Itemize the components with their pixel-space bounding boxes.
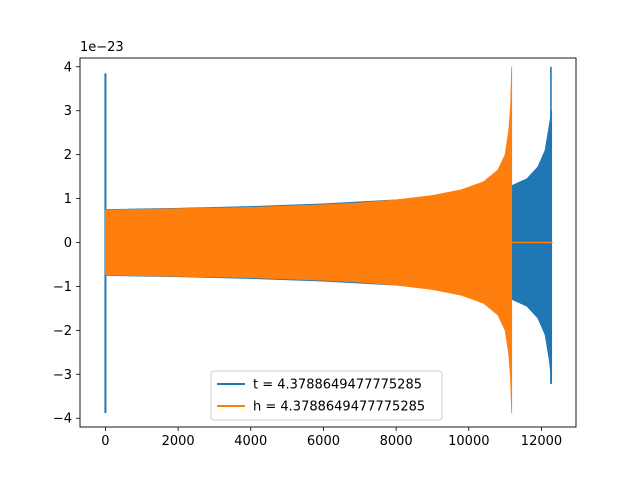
y-offset-label: 1e−23 <box>80 40 124 55</box>
x-tick-label: 12000 <box>521 434 562 449</box>
legend-box <box>210 370 443 421</box>
y-tick-label: −2 <box>53 324 72 339</box>
y-tick-label: −1 <box>53 280 72 295</box>
y-tick-label: 0 <box>64 236 72 251</box>
x-tick-label: 4000 <box>234 434 267 449</box>
y-tick-label: 3 <box>64 104 72 119</box>
legend-label-t: t = 4.3788649477775285 <box>253 378 422 393</box>
y-tick-label: 1 <box>64 192 72 207</box>
x-tick-label: 8000 <box>380 434 413 449</box>
ticks-layer: 0 2000 4000 6000 8000 10000 12000 −4 −3 −2 −1 0 1 2 3 4 <box>53 60 562 449</box>
x-tick-label: 6000 <box>307 434 340 449</box>
legend: t = 4.3788649477775285 h = 4.37886494777… <box>210 370 443 421</box>
y-tick-label: 2 <box>64 148 72 163</box>
x-tick-label: 10000 <box>448 434 489 449</box>
legend-label-h: h = 4.3788649477775285 <box>253 400 425 415</box>
series-layer <box>104 66 553 413</box>
x-tick-label: 2000 <box>162 434 195 449</box>
y-tick-label: 4 <box>64 60 72 75</box>
y-tick-label: −3 <box>53 368 72 383</box>
series-1-envelope <box>105 66 513 413</box>
y-tick-label: −4 <box>53 412 72 427</box>
x-tick-label: 0 <box>101 434 109 449</box>
